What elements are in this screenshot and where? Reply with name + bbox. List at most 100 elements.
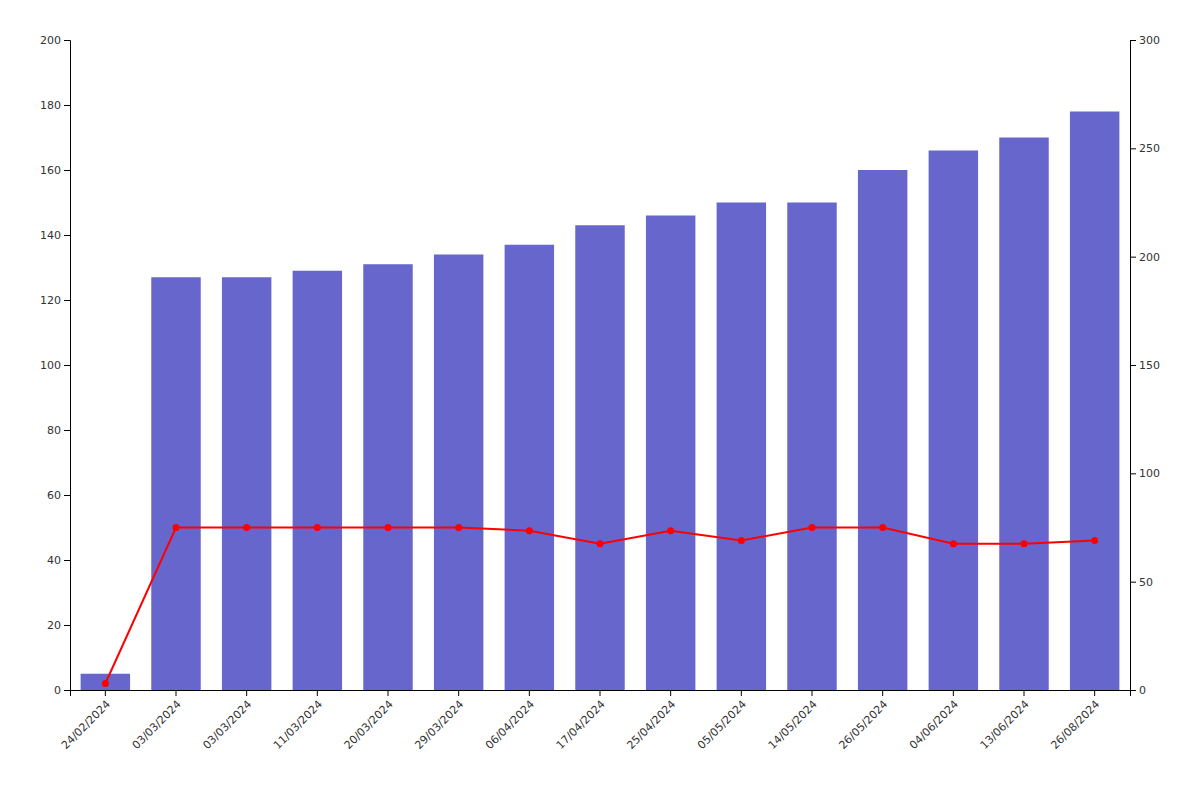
axis-line bbox=[64, 41, 71, 691]
marker bbox=[102, 680, 109, 687]
tick: 140 bbox=[40, 229, 70, 242]
marker bbox=[385, 524, 392, 531]
tick-label: 17/04/2024 bbox=[554, 698, 608, 752]
tick-mark bbox=[600, 690, 601, 696]
tick-label: 24/02/2024 bbox=[59, 698, 113, 752]
x-axis: 24/02/2024 03/03/2024 03/03/2024 11/03/2024… bbox=[59, 690, 1130, 752]
line bbox=[105, 528, 1094, 684]
tick-mark bbox=[1094, 690, 1095, 696]
marks bbox=[81, 112, 1120, 691]
tick: 20/03/2024 bbox=[342, 690, 396, 752]
tick-label: 40 bbox=[47, 554, 61, 567]
tick-mark bbox=[64, 170, 70, 171]
tick-mark bbox=[812, 690, 813, 696]
tick: 11/03/2024 bbox=[271, 690, 325, 752]
tick-label: 20/03/2024 bbox=[342, 698, 396, 752]
bar bbox=[858, 170, 907, 690]
axis-line bbox=[1131, 41, 1137, 691]
tick-label: 04/06/2024 bbox=[907, 698, 961, 752]
y-axis: 020406080100120140160180200 bbox=[40, 34, 71, 697]
tick-mark bbox=[1130, 365, 1136, 366]
bar bbox=[505, 245, 554, 690]
tick-mark bbox=[246, 690, 247, 696]
tick-mark bbox=[1130, 473, 1136, 474]
tick-label: 03/03/2024 bbox=[130, 698, 184, 752]
axis-line bbox=[71, 691, 1131, 697]
tick-label: 180 bbox=[40, 99, 61, 112]
bar bbox=[222, 277, 271, 690]
bar bbox=[575, 225, 624, 690]
tick: 80 bbox=[47, 424, 70, 437]
marker bbox=[173, 524, 180, 531]
tick-mark bbox=[64, 365, 70, 366]
tick-mark bbox=[1130, 582, 1136, 583]
tick-label: 140 bbox=[40, 229, 61, 242]
tick: 03/03/2024 bbox=[200, 690, 254, 752]
tick-mark bbox=[317, 690, 318, 696]
tick-label: 13/06/2024 bbox=[978, 698, 1032, 752]
tick-label: 06/04/2024 bbox=[483, 698, 537, 752]
tick: 06/04/2024 bbox=[483, 690, 537, 752]
tick-mark bbox=[953, 690, 954, 696]
tick-label: 11/03/2024 bbox=[271, 698, 325, 752]
bar bbox=[646, 216, 695, 691]
tick-label: 100 bbox=[40, 359, 61, 372]
tick: 200 bbox=[40, 34, 70, 47]
tick-mark bbox=[741, 690, 742, 696]
tick: 20 bbox=[47, 619, 70, 632]
tick: 120 bbox=[40, 294, 70, 307]
tick-mark bbox=[670, 690, 671, 696]
tick-mark bbox=[64, 40, 70, 41]
tick-label: 0 bbox=[1139, 684, 1146, 697]
tick: 05/05/2024 bbox=[695, 690, 749, 752]
bar bbox=[81, 674, 130, 690]
bar bbox=[787, 203, 836, 691]
marker bbox=[597, 540, 604, 547]
tick-label: 60 bbox=[47, 489, 61, 502]
tick-mark bbox=[176, 690, 177, 696]
marker bbox=[526, 527, 533, 534]
tick-label: 100 bbox=[1139, 467, 1160, 480]
tick: 26/08/2024 bbox=[1048, 690, 1102, 752]
tick: 150 bbox=[1130, 359, 1160, 372]
tick: 200 bbox=[1130, 251, 1160, 264]
bar bbox=[434, 255, 483, 691]
marker bbox=[314, 524, 321, 531]
tick: 25/04/2024 bbox=[624, 690, 678, 752]
tick-mark bbox=[1130, 257, 1136, 258]
marker bbox=[455, 524, 462, 531]
tick-mark bbox=[105, 690, 106, 696]
tick-mark bbox=[64, 560, 70, 561]
tick-mark bbox=[1130, 40, 1136, 41]
marker bbox=[667, 527, 674, 534]
marker bbox=[738, 537, 745, 544]
tick-mark bbox=[1130, 148, 1136, 149]
tick-label: 300 bbox=[1139, 34, 1160, 47]
tick-label: 200 bbox=[1139, 251, 1160, 264]
tick: 100 bbox=[1130, 467, 1160, 480]
y2-axis: 050100150200250300 bbox=[1130, 34, 1160, 697]
tick: 50 bbox=[1130, 576, 1153, 589]
tick-label: 120 bbox=[40, 294, 61, 307]
marker bbox=[950, 540, 957, 547]
tick-label: 25/04/2024 bbox=[624, 698, 678, 752]
bar bbox=[363, 264, 412, 690]
tick-mark bbox=[882, 690, 883, 696]
tick-label: 14/05/2024 bbox=[766, 698, 820, 752]
tick: 180 bbox=[40, 99, 70, 112]
tick-label: 0 bbox=[54, 684, 61, 697]
tick-label: 03/03/2024 bbox=[200, 698, 254, 752]
tick: 24/02/2024 bbox=[59, 690, 113, 752]
marker bbox=[243, 524, 250, 531]
tick-label: 80 bbox=[47, 424, 61, 437]
tick-label: 150 bbox=[1139, 359, 1160, 372]
tick-mark bbox=[64, 430, 70, 431]
tick: 0 bbox=[1130, 684, 1146, 697]
tick: 17/04/2024 bbox=[554, 690, 608, 752]
tick: 0 bbox=[54, 684, 70, 697]
tick-mark bbox=[529, 690, 530, 696]
tick-mark bbox=[64, 235, 70, 236]
tick: 29/03/2024 bbox=[412, 690, 466, 752]
bar bbox=[999, 138, 1048, 691]
bar bbox=[717, 203, 766, 691]
